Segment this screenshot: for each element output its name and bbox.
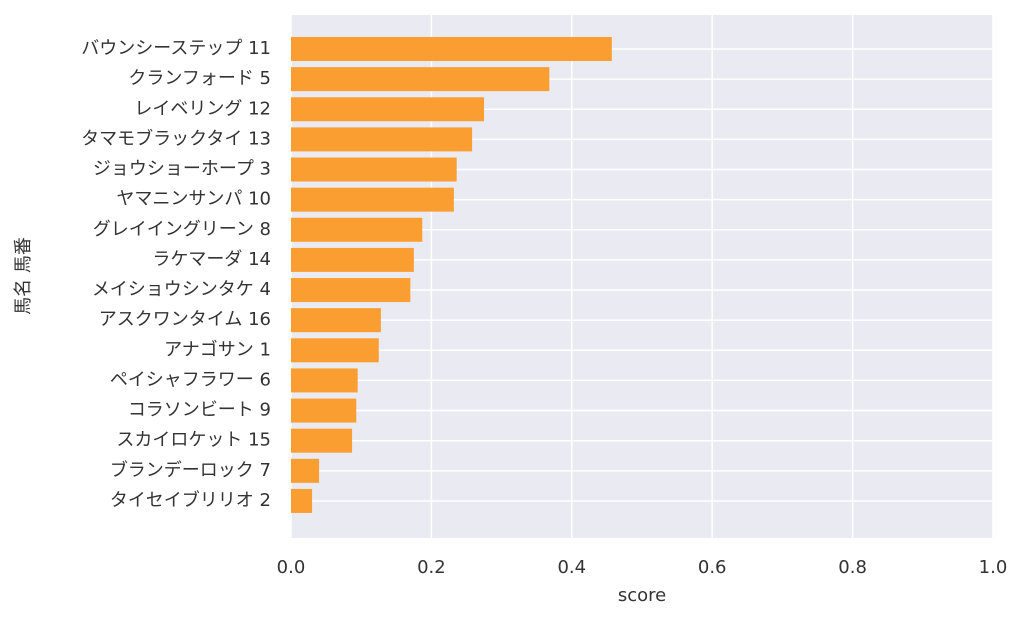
bar [291,308,381,333]
y-tick-label: アナゴサン 1 [164,339,271,360]
bar [291,187,454,212]
y-tick-label: メイショウシンタケ 4 [92,279,271,300]
bar [291,398,357,423]
x-tick-label: 0.4 [557,557,586,578]
bar [291,428,353,453]
y-tick-label: タマモブラックタイ 13 [81,127,271,149]
x-tick-label: 0.8 [838,557,867,578]
y-axis-label: 馬名 馬番 [13,237,34,315]
bar [291,488,313,513]
bar [291,278,411,303]
x-tick-label: 0.0 [277,557,306,578]
bar [291,37,612,61]
y-tick-label: ジョウショーホープ 3 [93,159,271,180]
y-tick-label: コラソンビート 9 [128,400,271,421]
y-tick-label: クランフォード 5 [128,68,271,89]
y-tick-label: スカイロケット 15 [116,430,271,451]
bar [291,247,414,272]
y-tick-label: タイセイブリリオ 2 [110,489,271,511]
y-tick-label: ペイシャフラワー 6 [110,369,271,390]
bar [291,97,485,122]
bar [291,157,457,182]
bar [291,127,473,152]
bar [291,338,379,363]
x-tick-label: 0.2 [417,557,446,578]
y-tick-label: バウンシーステップ 11 [81,38,271,59]
bar [291,368,358,393]
bar [291,458,320,483]
y-tick-label: ブランデーロック 7 [110,459,271,481]
x-axis-label: score [618,585,666,606]
y-tick-label: レイベリング 12 [134,98,271,119]
y-tick-label: グレイイングリーン 8 [93,219,271,240]
plot-background [291,15,993,538]
x-tick-label: 1.0 [979,557,1008,578]
x-tick-label: 0.6 [698,557,727,578]
y-tick-label: アスクワンタイム 16 [99,309,271,330]
bar [291,217,423,242]
y-tick-label: ヤマニンサンパ 10 [116,189,271,210]
bar [291,67,550,92]
y-tick-label: ラケマーダ 14 [152,249,271,270]
